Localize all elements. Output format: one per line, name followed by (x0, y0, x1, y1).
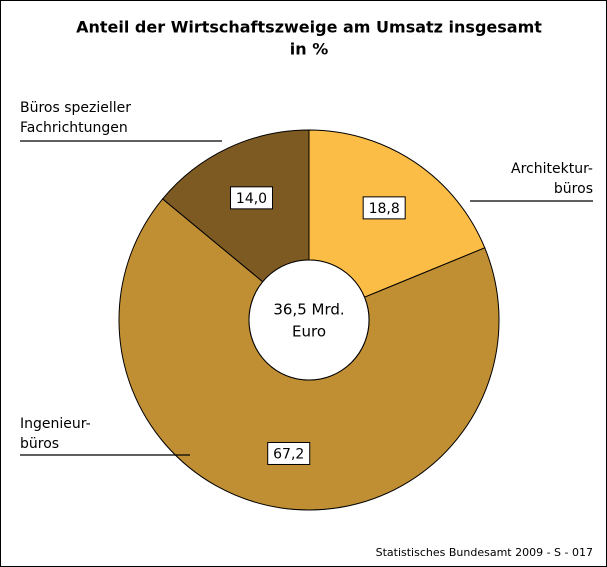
category-label: Ingenieur- (20, 416, 91, 432)
category-label: büros (554, 181, 593, 197)
value-label: 18,8 (369, 201, 400, 217)
chart-title: in % (290, 40, 328, 59)
category-label: Fachrichtungen (20, 120, 128, 136)
center-hole (248, 259, 370, 381)
value-label-box (362, 196, 406, 220)
value-label: 67,2 (273, 446, 304, 462)
center-label: 36,5 Mrd. (273, 301, 344, 319)
category-label: Architektur- (511, 161, 593, 177)
value-label-box (267, 441, 311, 465)
center-label: Euro (292, 323, 326, 341)
category-label: büros (20, 436, 59, 452)
value-label: 14,0 (236, 191, 267, 207)
category-label: Büros spezieller (20, 100, 131, 116)
chart-title: Anteil der Wirtschaftszweige am Umsatz i… (76, 18, 542, 37)
value-label-box (230, 186, 274, 210)
source: Statistisches Bundesamt 2009 - S - 017 (376, 546, 593, 559)
